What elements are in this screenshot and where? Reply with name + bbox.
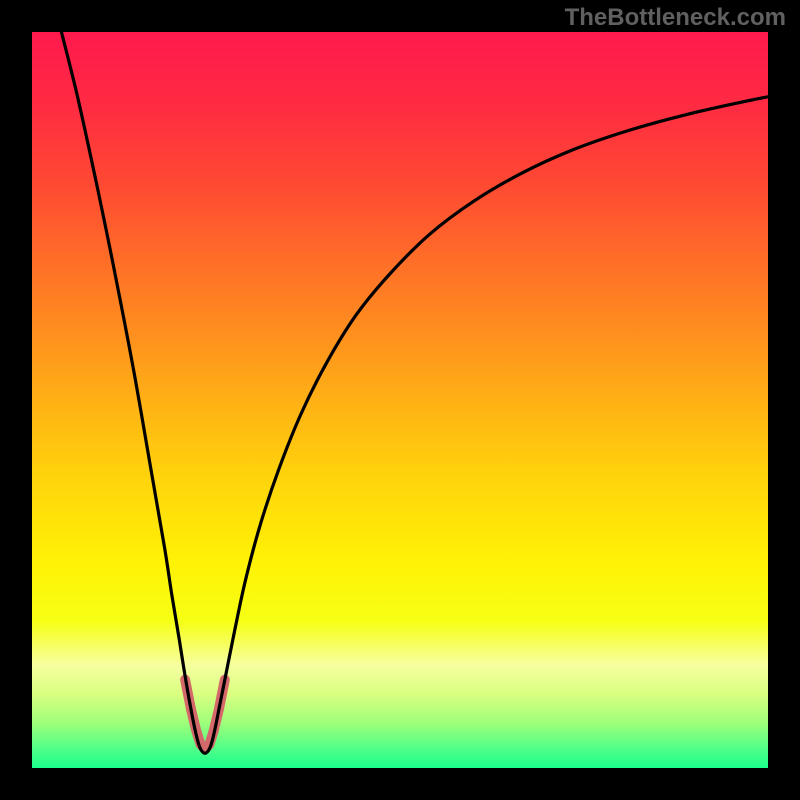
curve-layer bbox=[32, 32, 768, 768]
bottleneck-curve bbox=[61, 32, 768, 753]
watermark-text: TheBottleneck.com bbox=[565, 4, 786, 32]
plot-area bbox=[32, 32, 768, 768]
